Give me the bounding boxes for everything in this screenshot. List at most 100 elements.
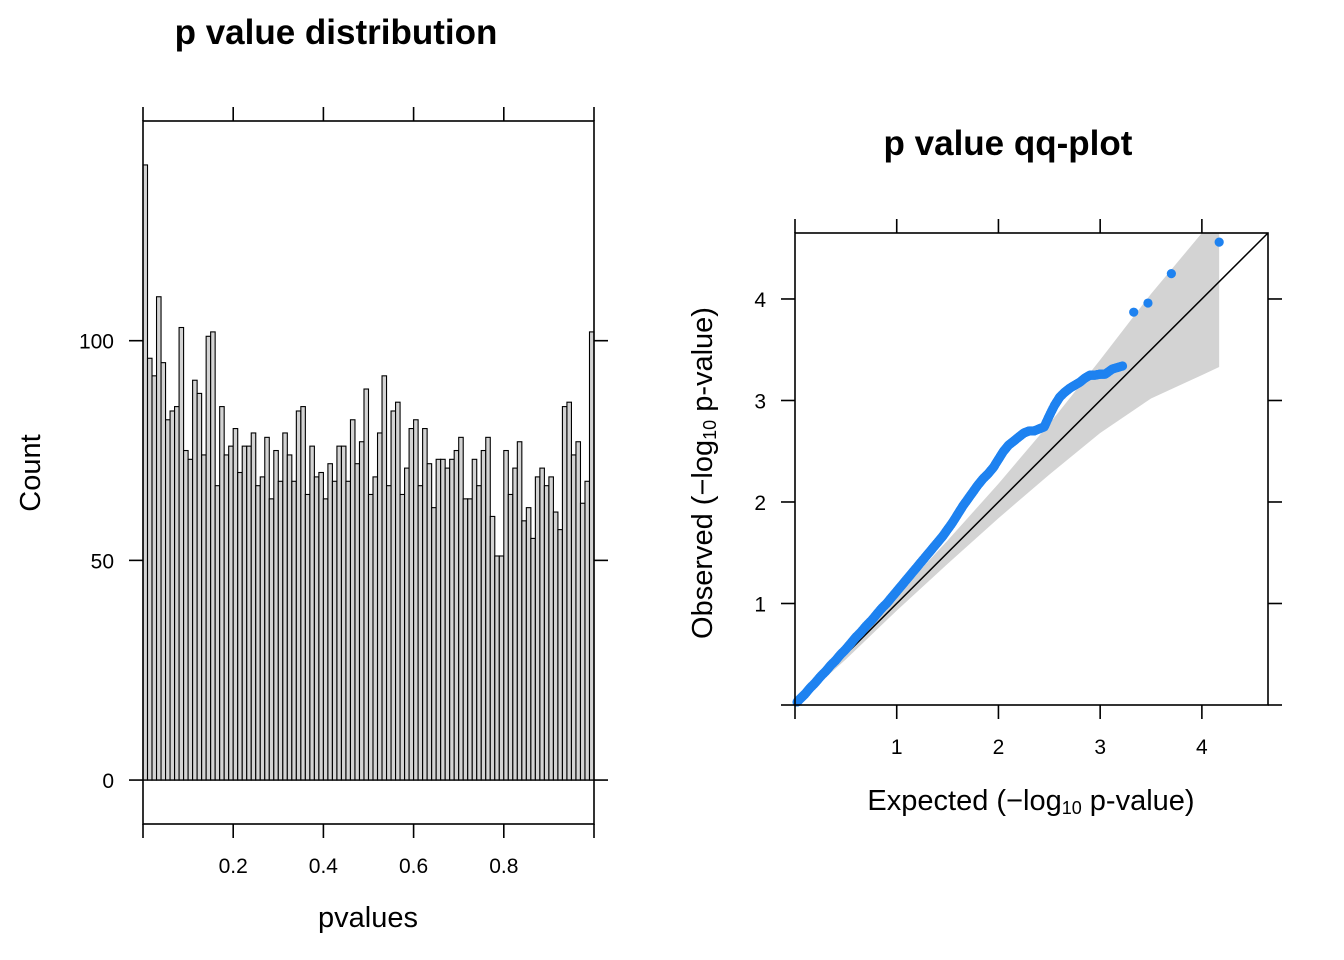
histogram-x-tick-label: 0.6 — [399, 855, 428, 878]
histogram-bar — [422, 428, 428, 781]
histogram-bar — [363, 388, 370, 781]
histogram-bar — [345, 480, 352, 781]
qq-x-label-open: Expected ( — [867, 785, 1006, 817]
histogram-bar — [255, 485, 261, 781]
histogram-bar — [471, 458, 478, 781]
histogram-bar — [440, 458, 446, 781]
histogram-bar — [431, 507, 437, 781]
histogram-bar — [282, 432, 288, 781]
histogram-bar — [575, 441, 582, 781]
histogram-bar — [214, 485, 221, 781]
histogram-bar — [268, 498, 275, 781]
qq-y-label-minus: − — [687, 479, 719, 496]
histogram-bar — [178, 326, 185, 781]
histogram-x-tick-label: 0.2 — [219, 855, 248, 878]
histogram-x-tick-label: 0.8 — [489, 855, 518, 878]
histogram-bar — [480, 449, 487, 781]
histogram-bar — [399, 493, 406, 781]
histogram-bar — [165, 419, 171, 781]
qq-point — [1129, 307, 1139, 317]
histogram-bar — [358, 441, 365, 781]
qq-points — [792, 237, 1224, 707]
histogram-bar — [507, 493, 514, 781]
histogram-bar — [404, 467, 410, 781]
histogram-bar — [381, 375, 388, 781]
histogram-bar — [146, 357, 153, 781]
qq-x-tick-label: 3 — [1094, 736, 1106, 759]
histogram-bar — [512, 467, 518, 781]
histogram-bar — [160, 362, 167, 781]
qq-y-label-log: log — [687, 440, 719, 479]
histogram-bar — [489, 515, 496, 781]
histogram-x-axis-label: pvalues — [318, 902, 418, 934]
histogram-bar — [476, 485, 482, 781]
histogram-y-tick-label: 50 — [91, 550, 114, 573]
histogram-bar — [494, 555, 500, 781]
histogram-bar — [408, 428, 415, 781]
histogram-bar — [322, 498, 329, 781]
histogram-bar — [516, 441, 523, 781]
histogram-bar — [579, 502, 586, 781]
histogram-bar — [367, 493, 374, 781]
histogram-bar — [295, 410, 302, 781]
histogram-bar — [530, 537, 536, 781]
qq-point — [1117, 361, 1128, 371]
histogram-bar — [318, 471, 324, 781]
histogram-bar — [259, 476, 266, 781]
histogram-bar — [169, 410, 176, 781]
histogram-bar — [413, 419, 419, 781]
histogram-bar — [205, 335, 212, 781]
qq-x-label-base: 10 — [1062, 798, 1082, 818]
histogram-bars — [142, 164, 595, 781]
histogram-bar — [385, 485, 392, 781]
histogram-y-tick-label: 0 — [102, 770, 114, 793]
histogram-bar — [485, 436, 491, 781]
histogram-bar — [548, 476, 554, 781]
histogram-bar — [395, 401, 401, 781]
histogram-bar — [273, 449, 279, 781]
histogram-bar — [250, 432, 257, 781]
histogram-bar — [174, 406, 180, 781]
qq-x-label-log: log — [1023, 785, 1062, 817]
histogram-bar — [210, 331, 216, 781]
qq-x-label-minus: − — [1006, 785, 1023, 817]
qq-y-tick-label: 1 — [754, 593, 766, 616]
histogram-bar — [219, 406, 225, 781]
histogram-bar — [462, 498, 469, 781]
histogram-bar — [246, 445, 252, 781]
histogram-bar — [291, 480, 297, 781]
qq-frame — [794, 232, 1269, 706]
histogram-bar — [309, 445, 315, 781]
histogram-bar — [264, 436, 270, 781]
histogram-bar — [277, 480, 284, 781]
histogram-panel: p value distribution 0.2 0.4 0.6 0.8050100 … — [15, 13, 608, 934]
histogram-bar — [458, 436, 464, 781]
histogram-bar — [201, 454, 207, 781]
histogram-bar — [467, 498, 473, 781]
qq-point — [1166, 269, 1176, 279]
qq-x-label-rest: p-value) — [1082, 785, 1195, 817]
qq-reference-line — [794, 232, 1269, 706]
qq-point — [1143, 298, 1153, 308]
histogram-frame — [142, 120, 595, 825]
histogram-bar — [566, 401, 573, 781]
qq-point — [1214, 237, 1224, 247]
qq-y-tick-label: 4 — [754, 289, 766, 312]
qq-plot-title: p value qq-plot — [884, 124, 1133, 163]
qq-y-label-rest: p-value) — [687, 307, 719, 420]
qq-y-label-base: 10 — [700, 420, 720, 440]
qq-axes: 1 2 3 4 1 2 3 4 — [754, 219, 1282, 759]
qq-confidence-band — [795, 233, 1220, 705]
histogram-bar — [155, 296, 162, 781]
histogram-bar — [304, 493, 311, 781]
histogram-bar — [313, 476, 320, 781]
histogram-bar — [557, 529, 563, 781]
histogram-bar — [237, 471, 243, 781]
qq-x-axis-label: Expected (−log10 p-value) — [867, 785, 1194, 818]
histogram-bar — [232, 428, 239, 781]
histogram-y-tick-label: 100 — [79, 331, 114, 354]
histogram-bar — [331, 480, 338, 781]
histogram-bar — [503, 449, 509, 781]
histogram-bar — [349, 419, 356, 781]
